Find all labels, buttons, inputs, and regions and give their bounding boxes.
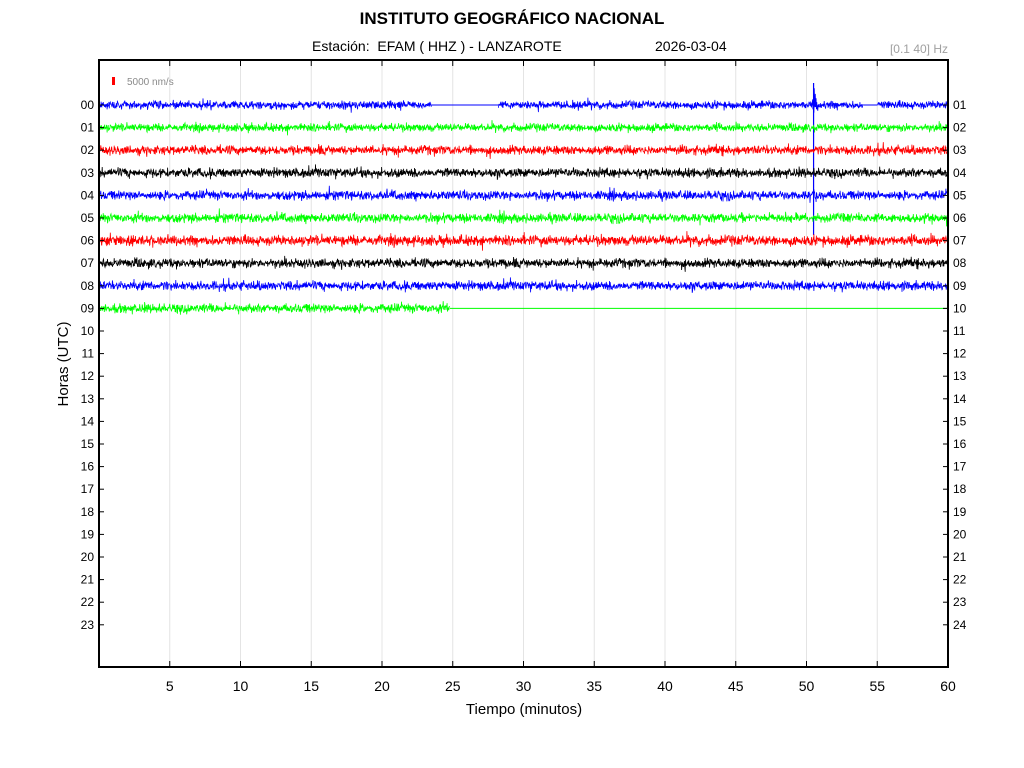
trace-hour-00 (98, 88, 949, 113)
hour-label-left: 01 (81, 121, 95, 135)
y-axis-title: Horas (UTC) (55, 321, 72, 406)
hour-label-left: 20 (81, 550, 95, 564)
hour-label-right: 08 (953, 256, 967, 270)
hour-label-right: 14 (953, 392, 967, 406)
x-tick-label: 60 (940, 678, 956, 694)
trace-layer (98, 83, 949, 315)
hour-label-left: 04 (81, 188, 95, 202)
hour-label-right: 07 (953, 234, 967, 248)
hour-label-left: 14 (81, 414, 95, 428)
x-tick-label: 35 (586, 678, 602, 694)
hour-label-left: 11 (82, 347, 95, 361)
hour-label-right: 13 (953, 369, 967, 383)
hour-label-right: 04 (953, 166, 967, 180)
scale-label: 5000 nm/s (127, 77, 174, 88)
hour-label-right: 21 (953, 550, 967, 564)
hour-label-left: 16 (81, 460, 95, 474)
hour-label-right: 05 (953, 188, 967, 202)
x-tick-label: 30 (516, 678, 532, 694)
hour-label-right: 11 (953, 324, 966, 338)
x-axis-title: Tiempo (minutos) (466, 701, 582, 718)
hour-label-right: 17 (953, 460, 967, 474)
hour-label-left: 08 (81, 279, 95, 293)
trace-hour-08 (98, 277, 949, 293)
hour-label-left: 12 (81, 369, 95, 383)
x-tick-label: 5 (166, 678, 174, 694)
plot-frame (98, 59, 949, 668)
hour-label-left: 06 (81, 234, 95, 248)
hour-label-left: 17 (81, 482, 95, 496)
hour-label-right: 16 (953, 437, 967, 451)
hour-label-left: 22 (81, 595, 95, 609)
x-tick-label: 40 (657, 678, 673, 694)
hour-label-right: 03 (953, 143, 967, 157)
hour-label-right: 12 (953, 347, 967, 361)
hour-label-right: 23 (953, 595, 967, 609)
hour-label-right: 18 (953, 482, 967, 496)
hour-label-left: 21 (81, 573, 95, 587)
frequency-band: [0.1 40] Hz (889, 42, 948, 56)
hour-label-right: 24 (953, 618, 967, 632)
x-tick-label: 45 (728, 678, 744, 694)
station-label: Estación: EFAM ( HHZ ) - LANZAROTE (312, 38, 562, 54)
hour-label-left: 05 (81, 211, 95, 225)
x-tick-label: 25 (445, 678, 461, 694)
record-date: 2026-03-04 (655, 38, 727, 54)
hour-label-right: 22 (953, 573, 967, 587)
hour-label-left: 13 (81, 392, 95, 406)
hour-label-right: 02 (953, 121, 967, 135)
hour-label-right: 06 (953, 211, 967, 225)
grid-lines (169, 60, 878, 667)
trace-hour-02 (98, 142, 949, 159)
label-layer: 5 10 15 20 25 30 35 40 45 50 55 60 00 01 02 03 04 05 06 07 0… (81, 60, 967, 694)
x-tick-label: 10 (233, 678, 249, 694)
hour-label-left: 19 (81, 527, 95, 541)
x-tick-label: 50 (799, 678, 815, 694)
trace-hour-03 (98, 164, 949, 180)
hour-label-left: 18 (81, 505, 95, 519)
trace-hour-04 (98, 185, 949, 203)
trace-hour-05 (98, 208, 949, 227)
hour-label-right: 19 (953, 505, 967, 519)
trace-hour-01 (98, 120, 949, 136)
x-tick-label: 55 (869, 678, 885, 694)
hour-label-right: 10 (953, 301, 967, 315)
hour-label-left: 07 (81, 256, 95, 270)
trace-hour-07 (98, 255, 949, 272)
hour-label-left: 02 (81, 143, 95, 157)
trace-hour-09 (98, 301, 450, 315)
hour-label-left: 15 (81, 437, 95, 451)
hour-label-left: 23 (81, 618, 95, 632)
hour-label-right: 01 (953, 98, 967, 112)
x-tick-label: 20 (374, 678, 390, 694)
hour-label-left: 10 (81, 324, 95, 338)
trace-hour-06 (98, 231, 949, 251)
hour-label-right: 15 (953, 414, 967, 428)
hour-label-right: 09 (953, 279, 967, 293)
hour-label-left: 00 (81, 98, 95, 112)
scale-bar (112, 77, 115, 85)
x-tick-label: 15 (303, 678, 319, 694)
chart-title: INSTITUTO GEOGRÁFICO NACIONAL (359, 9, 665, 28)
hour-label-left: 09 (81, 301, 95, 315)
hour-label-right: 20 (953, 527, 967, 541)
hour-label-left: 03 (81, 166, 95, 180)
